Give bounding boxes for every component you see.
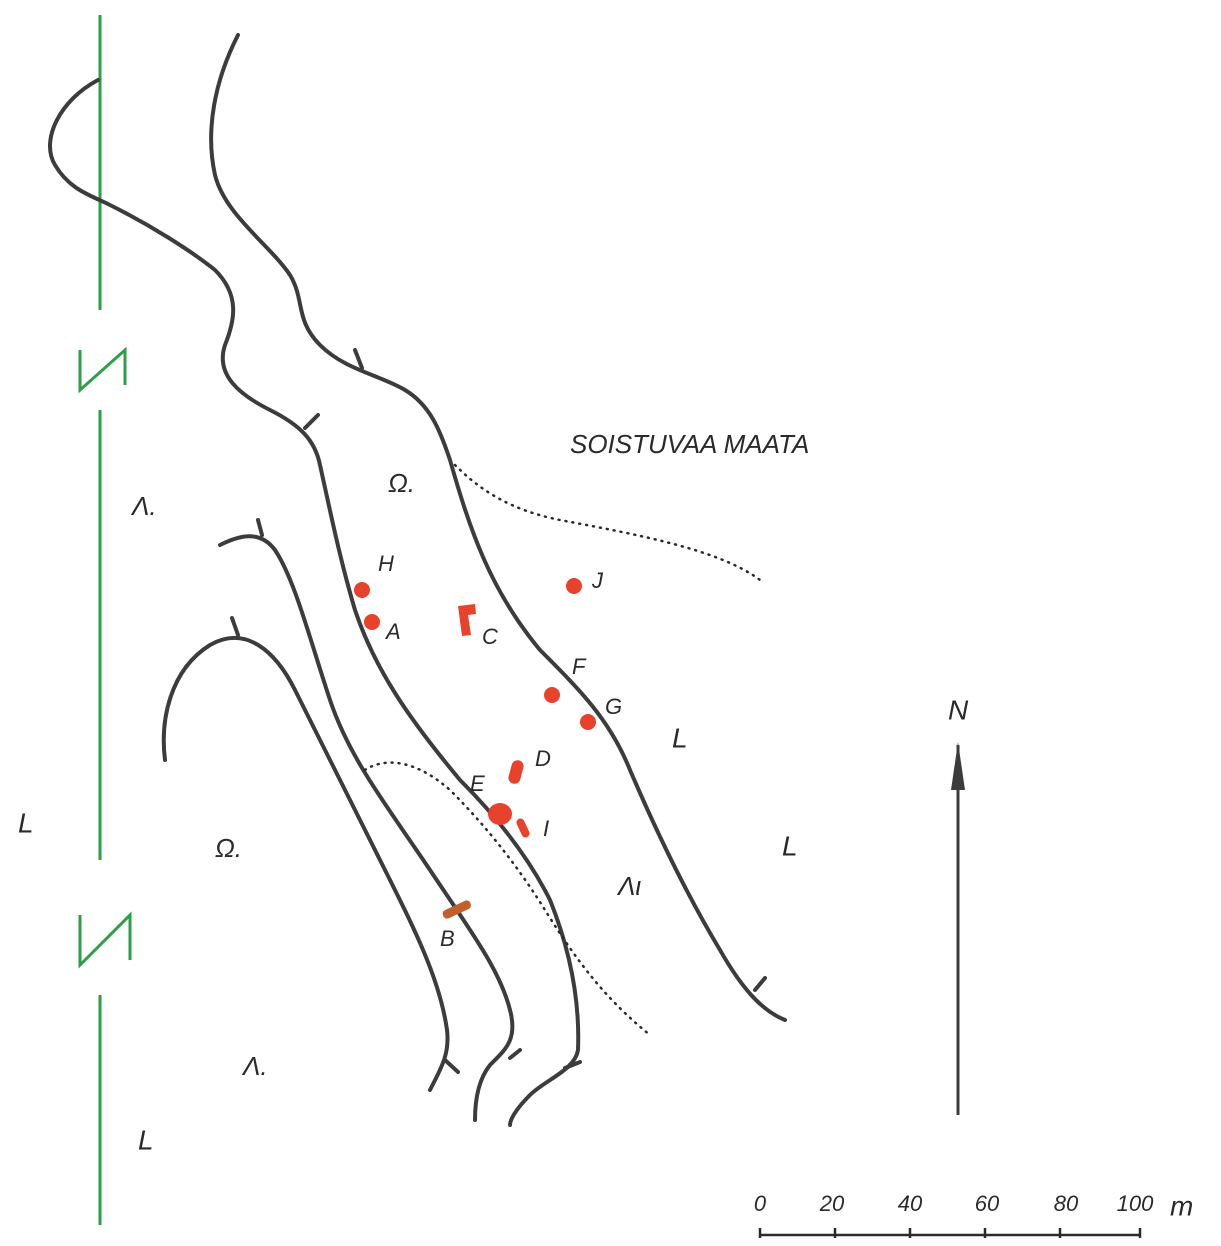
land-label: L bbox=[782, 830, 798, 861]
scale-label: 0 bbox=[754, 1191, 767, 1216]
land-label: L bbox=[672, 722, 688, 753]
site-marker bbox=[458, 604, 476, 636]
site-label: A bbox=[384, 619, 401, 644]
land-label: L bbox=[18, 807, 34, 838]
sites bbox=[354, 578, 596, 919]
terrain-symbol: Λι bbox=[616, 871, 641, 901]
terrain-symbol: Λ. bbox=[130, 491, 157, 521]
site-label: G bbox=[605, 694, 622, 719]
terrain-symbol: Ω. bbox=[388, 468, 415, 498]
site-label: F bbox=[572, 654, 587, 679]
site-marker bbox=[516, 818, 530, 838]
area-label: SOISTUVAA MAATA bbox=[570, 429, 809, 459]
terrain-lines bbox=[48, 33, 787, 1127]
site-marker bbox=[364, 614, 380, 630]
site-marker bbox=[544, 687, 560, 703]
terrain-symbol: Ω. bbox=[215, 833, 242, 863]
site-marker bbox=[580, 714, 596, 730]
land-label: L bbox=[138, 1124, 154, 1155]
scale-label: 40 bbox=[898, 1191, 923, 1216]
site-marker bbox=[354, 582, 370, 598]
site-label: H bbox=[378, 551, 394, 576]
scale-label: 60 bbox=[975, 1191, 1000, 1216]
site-marker bbox=[488, 803, 512, 825]
terrain-symbol: Λ. bbox=[241, 1051, 268, 1081]
site-label: C bbox=[482, 624, 498, 649]
site-marker bbox=[442, 900, 471, 919]
scale-unit: m bbox=[1170, 1190, 1193, 1221]
boundary-line bbox=[78, 15, 132, 1225]
site-marker bbox=[566, 578, 582, 594]
site-label: J bbox=[591, 568, 604, 593]
site-label: E bbox=[470, 771, 485, 796]
north-arrow: N bbox=[948, 694, 969, 1115]
site-label: B bbox=[440, 926, 455, 951]
scale-label: 80 bbox=[1054, 1191, 1079, 1216]
site-label: D bbox=[535, 746, 551, 771]
north-label: N bbox=[948, 694, 969, 725]
scale-label: 20 bbox=[819, 1191, 845, 1216]
scale-label: 100 bbox=[1117, 1191, 1154, 1216]
scale-bar: 0 20 40 60 80 100 m bbox=[754, 1190, 1193, 1238]
site-label: I bbox=[543, 816, 549, 841]
site-marker bbox=[508, 760, 524, 784]
